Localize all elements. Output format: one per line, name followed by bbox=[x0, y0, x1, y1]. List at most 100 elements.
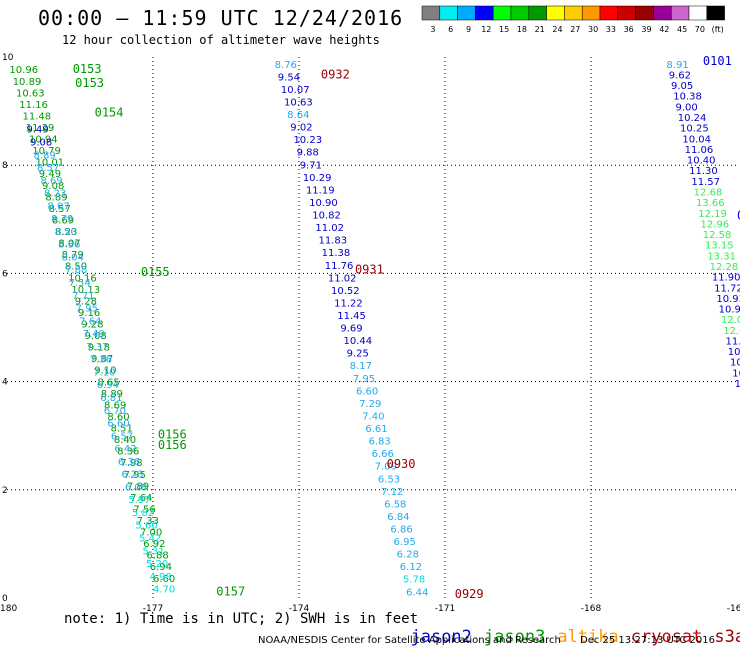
wave-height-point: 8.23 bbox=[44, 189, 66, 200]
time-label: 010 bbox=[737, 208, 740, 222]
wave-height-point: 10.00 bbox=[735, 379, 740, 390]
wave-height-point: 9.28 bbox=[75, 296, 97, 307]
wave-height-point: 6.95 bbox=[394, 537, 416, 548]
wave-height-point: 7.95 bbox=[353, 374, 375, 385]
wave-height-point: 9.69 bbox=[340, 324, 362, 335]
wave-height-point: 9.49 bbox=[39, 169, 61, 180]
wave-height-point: 10.29 bbox=[303, 173, 332, 184]
wave-height-point: 5.31 bbox=[142, 546, 164, 557]
wave-height-point: 9.05 bbox=[671, 81, 693, 92]
colorbar-label: (ft) bbox=[712, 25, 724, 34]
wave-height-point: 8.07 bbox=[58, 239, 80, 250]
wave-height-tracks: 10.9610.8910.6311.1611.4811.2910.9410.79… bbox=[9, 60, 740, 598]
time-label: 0155 bbox=[141, 265, 170, 279]
wave-height-point: 12.08 bbox=[721, 315, 740, 326]
x-tick-label: -165 bbox=[727, 604, 740, 614]
colorbar-label: 24 bbox=[552, 25, 562, 34]
wave-height-point: 8.57 bbox=[49, 204, 71, 215]
wave-height-point: 11.38 bbox=[322, 248, 351, 259]
wave-height-point: 8.64 bbox=[287, 110, 309, 121]
colorbar-label: 21 bbox=[535, 25, 545, 34]
wave-height-point: 11.06 bbox=[685, 145, 714, 156]
wave-height-point: 7.29 bbox=[359, 399, 381, 410]
colorbar-label: 6 bbox=[448, 25, 453, 34]
wave-height-point: 9.10 bbox=[94, 366, 116, 377]
colorbar-label: 3 bbox=[430, 25, 435, 34]
y-tick-label: 8 bbox=[2, 161, 8, 171]
colorbar-swatch bbox=[492, 5, 512, 21]
wave-height-point: 8.23 bbox=[55, 227, 77, 238]
wave-height-point: 10.79 bbox=[32, 146, 61, 157]
wave-height-point: 8.79 bbox=[62, 250, 84, 261]
colorbar-label: 15 bbox=[499, 25, 509, 34]
wave-height-point: 10.89 bbox=[13, 77, 42, 88]
wave-height-point: 10.38 bbox=[673, 92, 702, 103]
wave-height-point: 8.50 bbox=[65, 262, 87, 273]
wave-height-point: 4.98 bbox=[149, 572, 171, 583]
color-scale-bar: 3 6 9 12 15 18 21 24 27 30 33 36 39 42 45 70 (ft) bbox=[421, 5, 725, 34]
wave-height-point: 7.56 bbox=[133, 504, 155, 515]
wave-height-point: 10.52 bbox=[331, 286, 360, 297]
wave-height-point: 11.16 bbox=[19, 100, 48, 111]
wave-height-point: 5.60 bbox=[135, 521, 157, 532]
colorbar-swatch bbox=[546, 5, 565, 21]
wave-height-point: 7.95 bbox=[124, 470, 146, 481]
wave-height-point: 10.10 bbox=[732, 368, 740, 379]
wave-height-point: 9.62 bbox=[669, 70, 691, 81]
wave-height-point: 10.63 bbox=[16, 88, 45, 99]
wave-height-point: 6.61 bbox=[365, 424, 387, 435]
wave-height-point: 9.08 bbox=[42, 181, 64, 192]
wave-height-point: 11.48 bbox=[22, 111, 51, 122]
colorbar-label: 45 bbox=[677, 25, 687, 34]
wave-height-point: 6.36 bbox=[118, 457, 140, 468]
wave-height-point: 10.01 bbox=[36, 158, 65, 169]
wave-height-point: 11.56 bbox=[725, 336, 740, 347]
wave-height-point: 13.15 bbox=[705, 241, 734, 252]
wave-height-point: 7.54 bbox=[69, 278, 91, 289]
wave-height-point: 11.30 bbox=[689, 166, 718, 177]
colorbar-label: 27 bbox=[570, 25, 580, 34]
grid-lines bbox=[7, 57, 737, 598]
wave-height-point: 8.17 bbox=[350, 361, 372, 372]
wave-height-point: 7.88 bbox=[65, 265, 87, 276]
wave-height-point: 7.98 bbox=[120, 458, 142, 469]
wave-height-point: 10.63 bbox=[284, 97, 313, 108]
y-tick-label: 2 bbox=[2, 486, 8, 496]
wave-height-point: 10.94 bbox=[29, 135, 58, 146]
wave-height-point: 6.42 bbox=[114, 444, 136, 455]
wave-height-point: 5.42 bbox=[139, 533, 161, 544]
wave-height-point: 8.50 bbox=[55, 227, 77, 238]
colorbar-swatch bbox=[439, 5, 458, 21]
wave-height-point: 9.18 bbox=[88, 343, 110, 354]
time-label: 0929 bbox=[455, 587, 484, 601]
wave-height-point: 12.28 bbox=[710, 262, 739, 273]
wave-height-point: 6.94 bbox=[150, 562, 172, 573]
time-label: 0101 bbox=[703, 54, 732, 68]
time-label: 0930 bbox=[387, 457, 416, 471]
wave-height-point: 9.88 bbox=[297, 148, 319, 159]
wave-height-point: 8.69 bbox=[104, 400, 126, 411]
wave-height-point: 8.57 bbox=[37, 163, 59, 174]
colorbar-label: 30 bbox=[588, 25, 598, 34]
time-label: 0153 bbox=[75, 76, 104, 90]
wave-height-point: 8.79 bbox=[51, 214, 73, 225]
wave-height-point: 7.89 bbox=[127, 481, 149, 492]
colorbar-swatch bbox=[457, 5, 476, 21]
wave-height-point: 9.49 bbox=[26, 125, 48, 136]
colorbar-swatch bbox=[475, 5, 494, 21]
wave-height-point: 6.81 bbox=[100, 393, 122, 404]
wave-height-point: 13.31 bbox=[707, 251, 736, 262]
wave-height-point: 6.57 bbox=[111, 431, 133, 442]
legend-altika: altika bbox=[557, 627, 619, 647]
colorbar-swatch bbox=[706, 5, 725, 21]
wave-height-point: 7.00 bbox=[140, 528, 162, 539]
wave-height-point: 6.60 bbox=[107, 419, 129, 430]
time-label: 0153 bbox=[73, 62, 102, 76]
wave-height-point: 6.60 bbox=[153, 574, 175, 585]
time-label: 0157 bbox=[216, 584, 245, 598]
wave-height-point: 8.07 bbox=[48, 201, 70, 212]
wave-height-point: 12.96 bbox=[701, 219, 730, 230]
x-tick-label: -168 bbox=[581, 604, 602, 614]
wave-height-point: 8.40 bbox=[114, 435, 136, 446]
